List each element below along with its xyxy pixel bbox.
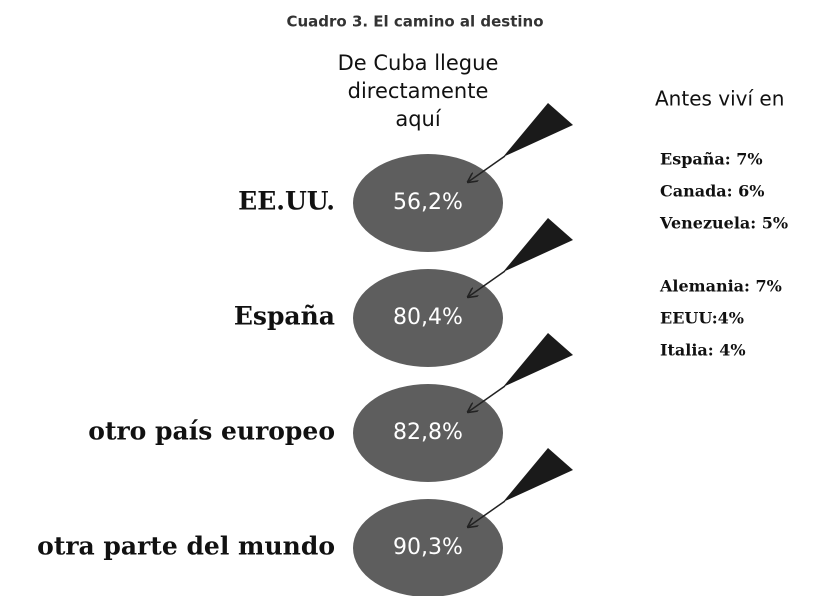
side-note: Canada: 6% (660, 182, 764, 201)
value: 56,2% (393, 190, 463, 215)
arrow (468, 270, 506, 297)
header-line: directamente (348, 79, 489, 103)
value: 90,3% (393, 535, 463, 560)
value: 82,8% (393, 420, 463, 445)
title: Cuadro 3. El camino al destino (286, 13, 543, 31)
side-note: Venezuela: 5% (659, 214, 788, 233)
side-note: Alemania: 7% (659, 277, 782, 296)
side-note: Italia: 4% (660, 341, 746, 360)
circle (353, 154, 503, 252)
row-label: otro país europeo (88, 417, 335, 446)
arrow (468, 500, 506, 527)
side-note: España: 7% (660, 150, 763, 169)
side-note: EEUU:4% (660, 309, 744, 328)
header-line: aquí (395, 107, 442, 131)
circle (353, 269, 503, 367)
arrow-tail (503, 333, 573, 387)
arrow-tail (503, 218, 573, 272)
arrow (468, 155, 506, 182)
row-label: EE.UU. (238, 187, 335, 216)
circle (353, 499, 503, 596)
side-title: Antes viví en (655, 87, 784, 111)
header-line: De Cuba llegue (338, 51, 499, 75)
row-label: otra parte del mundo (37, 532, 335, 561)
arrow (468, 385, 506, 412)
value: 80,4% (393, 305, 463, 330)
arrow-tail (503, 448, 573, 502)
row-label: España (234, 302, 335, 331)
circle (353, 384, 503, 482)
arrow-tail (503, 103, 573, 157)
